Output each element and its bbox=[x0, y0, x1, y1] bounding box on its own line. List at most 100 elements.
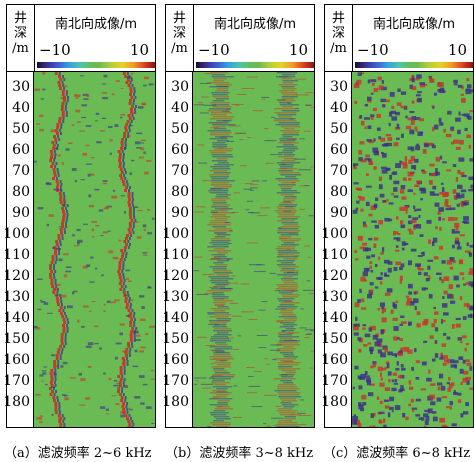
depth-label-180: 180 bbox=[162, 394, 189, 410]
image-texture bbox=[281, 330, 295, 332]
image-texture bbox=[61, 348, 64, 351]
image-texture bbox=[468, 115, 472, 120]
image-texture bbox=[124, 126, 128, 129]
image-texture bbox=[119, 258, 123, 261]
image-texture bbox=[125, 243, 129, 246]
image-texture bbox=[461, 113, 465, 116]
image-texture bbox=[147, 232, 152, 235]
image-texture bbox=[56, 126, 60, 129]
image-texture bbox=[54, 249, 58, 252]
image-texture bbox=[250, 212, 261, 214]
image-texture bbox=[283, 346, 294, 348]
image-texture bbox=[277, 232, 299, 234]
image-texture bbox=[126, 342, 130, 345]
image-texture bbox=[465, 359, 470, 362]
image-texture bbox=[449, 400, 453, 406]
image-texture bbox=[107, 205, 112, 208]
image-texture bbox=[59, 180, 62, 183]
image-texture bbox=[211, 180, 235, 182]
image-texture bbox=[408, 159, 413, 164]
image-texture bbox=[415, 94, 421, 97]
colorbar-min: −10 bbox=[198, 41, 230, 59]
image-texture bbox=[424, 143, 430, 148]
image-texture bbox=[468, 176, 473, 181]
image-texture bbox=[279, 238, 302, 240]
image-texture bbox=[453, 194, 457, 200]
image-texture bbox=[406, 297, 412, 303]
image-texture bbox=[54, 282, 57, 285]
image-texture bbox=[111, 395, 117, 397]
image-texture bbox=[391, 192, 395, 196]
image-texture bbox=[419, 234, 424, 237]
image-texture bbox=[468, 189, 473, 192]
image-texture bbox=[60, 222, 64, 225]
image-texture bbox=[143, 254, 148, 256]
image-texture bbox=[55, 243, 59, 246]
image-texture bbox=[246, 76, 259, 78]
image-texture bbox=[127, 420, 131, 423]
image-texture bbox=[394, 405, 401, 411]
image-texture bbox=[133, 312, 136, 315]
image-texture bbox=[208, 190, 229, 192]
image-texture bbox=[352, 416, 359, 421]
image-texture bbox=[402, 412, 406, 418]
image-texture bbox=[57, 171, 60, 174]
image-texture bbox=[101, 117, 106, 120]
image-texture bbox=[37, 207, 44, 210]
image-texture bbox=[124, 396, 127, 399]
image-texture bbox=[102, 231, 108, 234]
image-texture bbox=[370, 205, 377, 210]
image-texture bbox=[149, 325, 155, 328]
image-texture bbox=[256, 334, 268, 336]
image-texture bbox=[229, 302, 238, 304]
image-texture bbox=[58, 117, 62, 120]
image-texture bbox=[393, 336, 398, 341]
panel-title: 南北向成像/m bbox=[372, 17, 456, 32]
image-texture bbox=[282, 136, 293, 138]
image-texture bbox=[62, 117, 65, 120]
image-texture bbox=[66, 213, 69, 216]
image-texture bbox=[230, 282, 239, 284]
image-texture bbox=[64, 336, 67, 339]
image-texture bbox=[459, 272, 465, 276]
image-texture bbox=[393, 326, 399, 331]
image-texture bbox=[58, 411, 61, 414]
image-texture bbox=[133, 93, 136, 96]
image-texture bbox=[280, 414, 302, 416]
image-texture bbox=[133, 87, 136, 90]
image-texture bbox=[209, 102, 230, 104]
image-texture bbox=[382, 104, 386, 108]
image-texture bbox=[52, 144, 56, 147]
image-texture bbox=[453, 275, 459, 281]
depth-header-cell: 井 深 /m bbox=[325, 5, 353, 73]
image-texture bbox=[354, 302, 360, 308]
depth-label-50: 50 bbox=[12, 121, 30, 137]
image-texture bbox=[451, 324, 455, 329]
image-texture bbox=[281, 226, 301, 228]
panel-title: 南北向成像/m bbox=[54, 17, 138, 32]
image-texture bbox=[71, 168, 77, 171]
image-texture bbox=[198, 162, 207, 164]
image-texture bbox=[433, 256, 439, 260]
image-texture bbox=[278, 300, 292, 302]
image-texture bbox=[231, 315, 243, 317]
image-texture bbox=[368, 327, 372, 332]
image-texture bbox=[128, 423, 132, 426]
image-texture bbox=[127, 407, 131, 409]
image-texture bbox=[63, 253, 69, 256]
image-texture bbox=[214, 218, 228, 220]
image-texture bbox=[56, 291, 59, 294]
image-texture bbox=[208, 377, 215, 379]
image-texture bbox=[434, 327, 439, 332]
image-texture bbox=[61, 102, 65, 105]
image-texture bbox=[279, 292, 293, 294]
image-texture bbox=[96, 141, 102, 144]
image-texture bbox=[387, 351, 393, 356]
image-texture bbox=[118, 381, 122, 384]
image-texture bbox=[128, 297, 131, 300]
image-texture bbox=[140, 346, 146, 349]
image-texture bbox=[416, 74, 422, 79]
depth-label-110: 110 bbox=[162, 247, 189, 263]
image-texture bbox=[448, 377, 451, 381]
image-texture bbox=[210, 376, 235, 378]
